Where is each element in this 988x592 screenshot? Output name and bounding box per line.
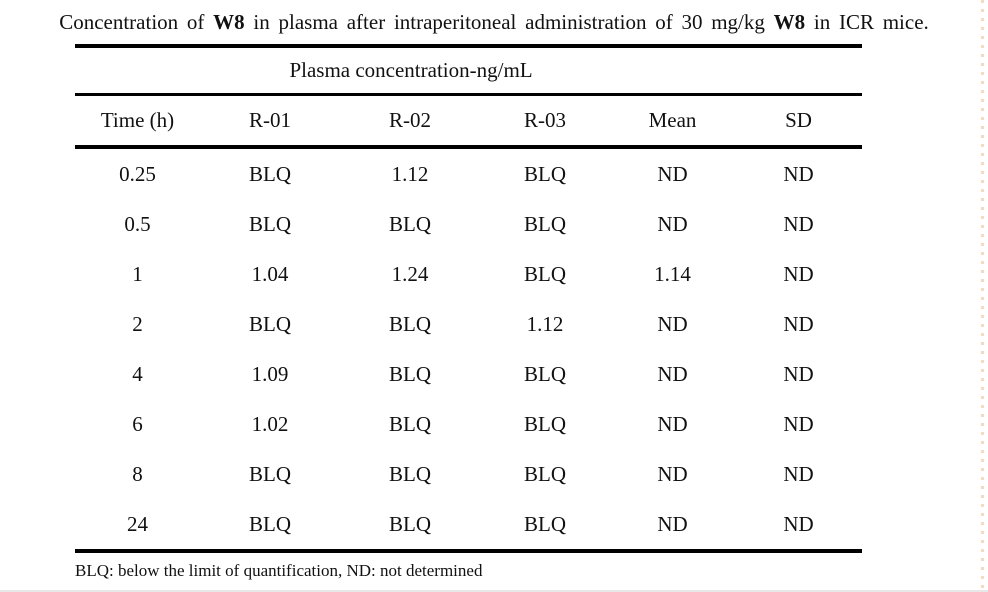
time-cell: 2 <box>132 311 143 336</box>
header-row: Time (h) R-01 R-02 R-03 Mean SD <box>75 94 863 149</box>
value-cell: BLQ <box>389 311 431 336</box>
value-cell: BLQ <box>524 211 566 236</box>
time-cell: 4 <box>132 361 143 386</box>
value-cell: BLQ <box>389 361 431 386</box>
value-cell: ND <box>783 161 814 186</box>
value-cell: BLQ <box>389 211 431 236</box>
table-row: 8 BLQ BLQ BLQ ND ND <box>75 449 862 499</box>
title-text-part2: in plasma after intraperitoneal administ… <box>244 10 774 34</box>
value-cell: ND <box>783 461 814 486</box>
column-header-r-02: R-02 <box>340 94 480 149</box>
value-cell: BLQ <box>249 311 291 336</box>
value-cell: ND <box>783 361 814 386</box>
table-caption-row: Plasma concentration-ng/mL <box>75 44 863 96</box>
value-cell: BLQ <box>200 499 340 553</box>
table-row: 24 BLQ BLQ BLQ ND ND <box>75 499 863 553</box>
time-cell: 0.25 <box>119 161 156 186</box>
table-row: 4 1.09 BLQ BLQ ND ND <box>75 349 862 399</box>
table-body: 0.25 BLQ 1.12 BLQ ND ND 0.5 BLQ BLQ BLQ ND ND 1 1.04 1… <box>75 147 863 553</box>
value-cell: ND <box>657 311 688 336</box>
value-cell: BLQ <box>340 499 480 553</box>
value-cell: 1.12 <box>391 161 429 186</box>
time-cell: 6 <box>132 411 143 436</box>
compound-name-bold: W8 <box>213 10 245 34</box>
time-cell: 1 <box>132 261 143 286</box>
scan-artifact-right-edge <box>981 0 984 592</box>
value-cell: 1.14 <box>654 261 691 286</box>
table-footnote: BLQ: below the limit of quantification, … <box>75 561 483 580</box>
value-cell: 1.04 <box>251 261 289 286</box>
time-cell: 0.5 <box>124 211 151 236</box>
value-cell: BLQ <box>389 461 431 486</box>
value-cell: ND <box>657 461 688 486</box>
value-cell: BLQ <box>389 411 431 436</box>
value-cell: BLQ <box>524 161 566 186</box>
value-cell: 1.24 <box>391 261 429 286</box>
value-cell: ND <box>657 411 688 436</box>
value-cell: 1.02 <box>251 411 289 436</box>
value-cell: ND <box>657 361 688 386</box>
column-header-mean: Mean <box>610 94 735 149</box>
time-cell: 24 <box>75 499 200 553</box>
column-header-sd: SD <box>735 94 863 149</box>
value-cell: BLQ <box>524 261 566 286</box>
column-header-r-03: R-03 <box>480 94 610 149</box>
title-text-part3: in ICR mice. <box>805 10 929 34</box>
value-cell: ND <box>610 499 735 553</box>
table-row: 0.5 BLQ BLQ BLQ ND ND <box>75 199 862 249</box>
column-header-r-01: R-01 <box>200 94 340 149</box>
value-cell: BLQ <box>524 461 566 486</box>
value-cell: ND <box>657 211 688 236</box>
table-row: 1 1.04 1.24 BLQ 1.14 ND <box>75 249 862 299</box>
table-row: 2 BLQ BLQ 1.12 ND ND <box>75 299 862 349</box>
value-cell: BLQ <box>524 411 566 436</box>
value-cell: BLQ <box>249 211 291 236</box>
table-row: 6 1.02 BLQ BLQ ND ND <box>75 399 862 449</box>
value-cell: 1.09 <box>251 361 289 386</box>
value-cell: ND <box>783 311 814 336</box>
scan-artifact-bottom-edge <box>0 590 988 592</box>
value-cell: BLQ <box>480 499 610 553</box>
value-cell: BLQ <box>249 461 291 486</box>
table-title: Concentration of W8 in plasma after intr… <box>22 8 966 36</box>
value-cell: ND <box>783 261 814 286</box>
table-row: 0.25 BLQ 1.12 BLQ ND ND <box>75 147 862 199</box>
column-header-time-h: Time (h) <box>75 94 200 149</box>
value-cell: ND <box>783 411 814 436</box>
value-cell: ND <box>783 211 814 236</box>
value-cell: ND <box>657 161 688 186</box>
time-cell: 8 <box>132 461 143 486</box>
title-text-part1: Concentration of <box>59 10 214 34</box>
value-cell: BLQ <box>524 361 566 386</box>
compound-name-bold: W8 <box>773 10 806 34</box>
value-cell: ND <box>735 499 863 553</box>
plasma-concentration-table: Plasma concentration-ng/mL Time (h) R-01 R… <box>75 44 863 553</box>
table-caption: Plasma concentration-ng/mL <box>75 44 863 96</box>
value-cell: 1.12 <box>526 311 564 336</box>
value-cell: BLQ <box>249 161 291 186</box>
